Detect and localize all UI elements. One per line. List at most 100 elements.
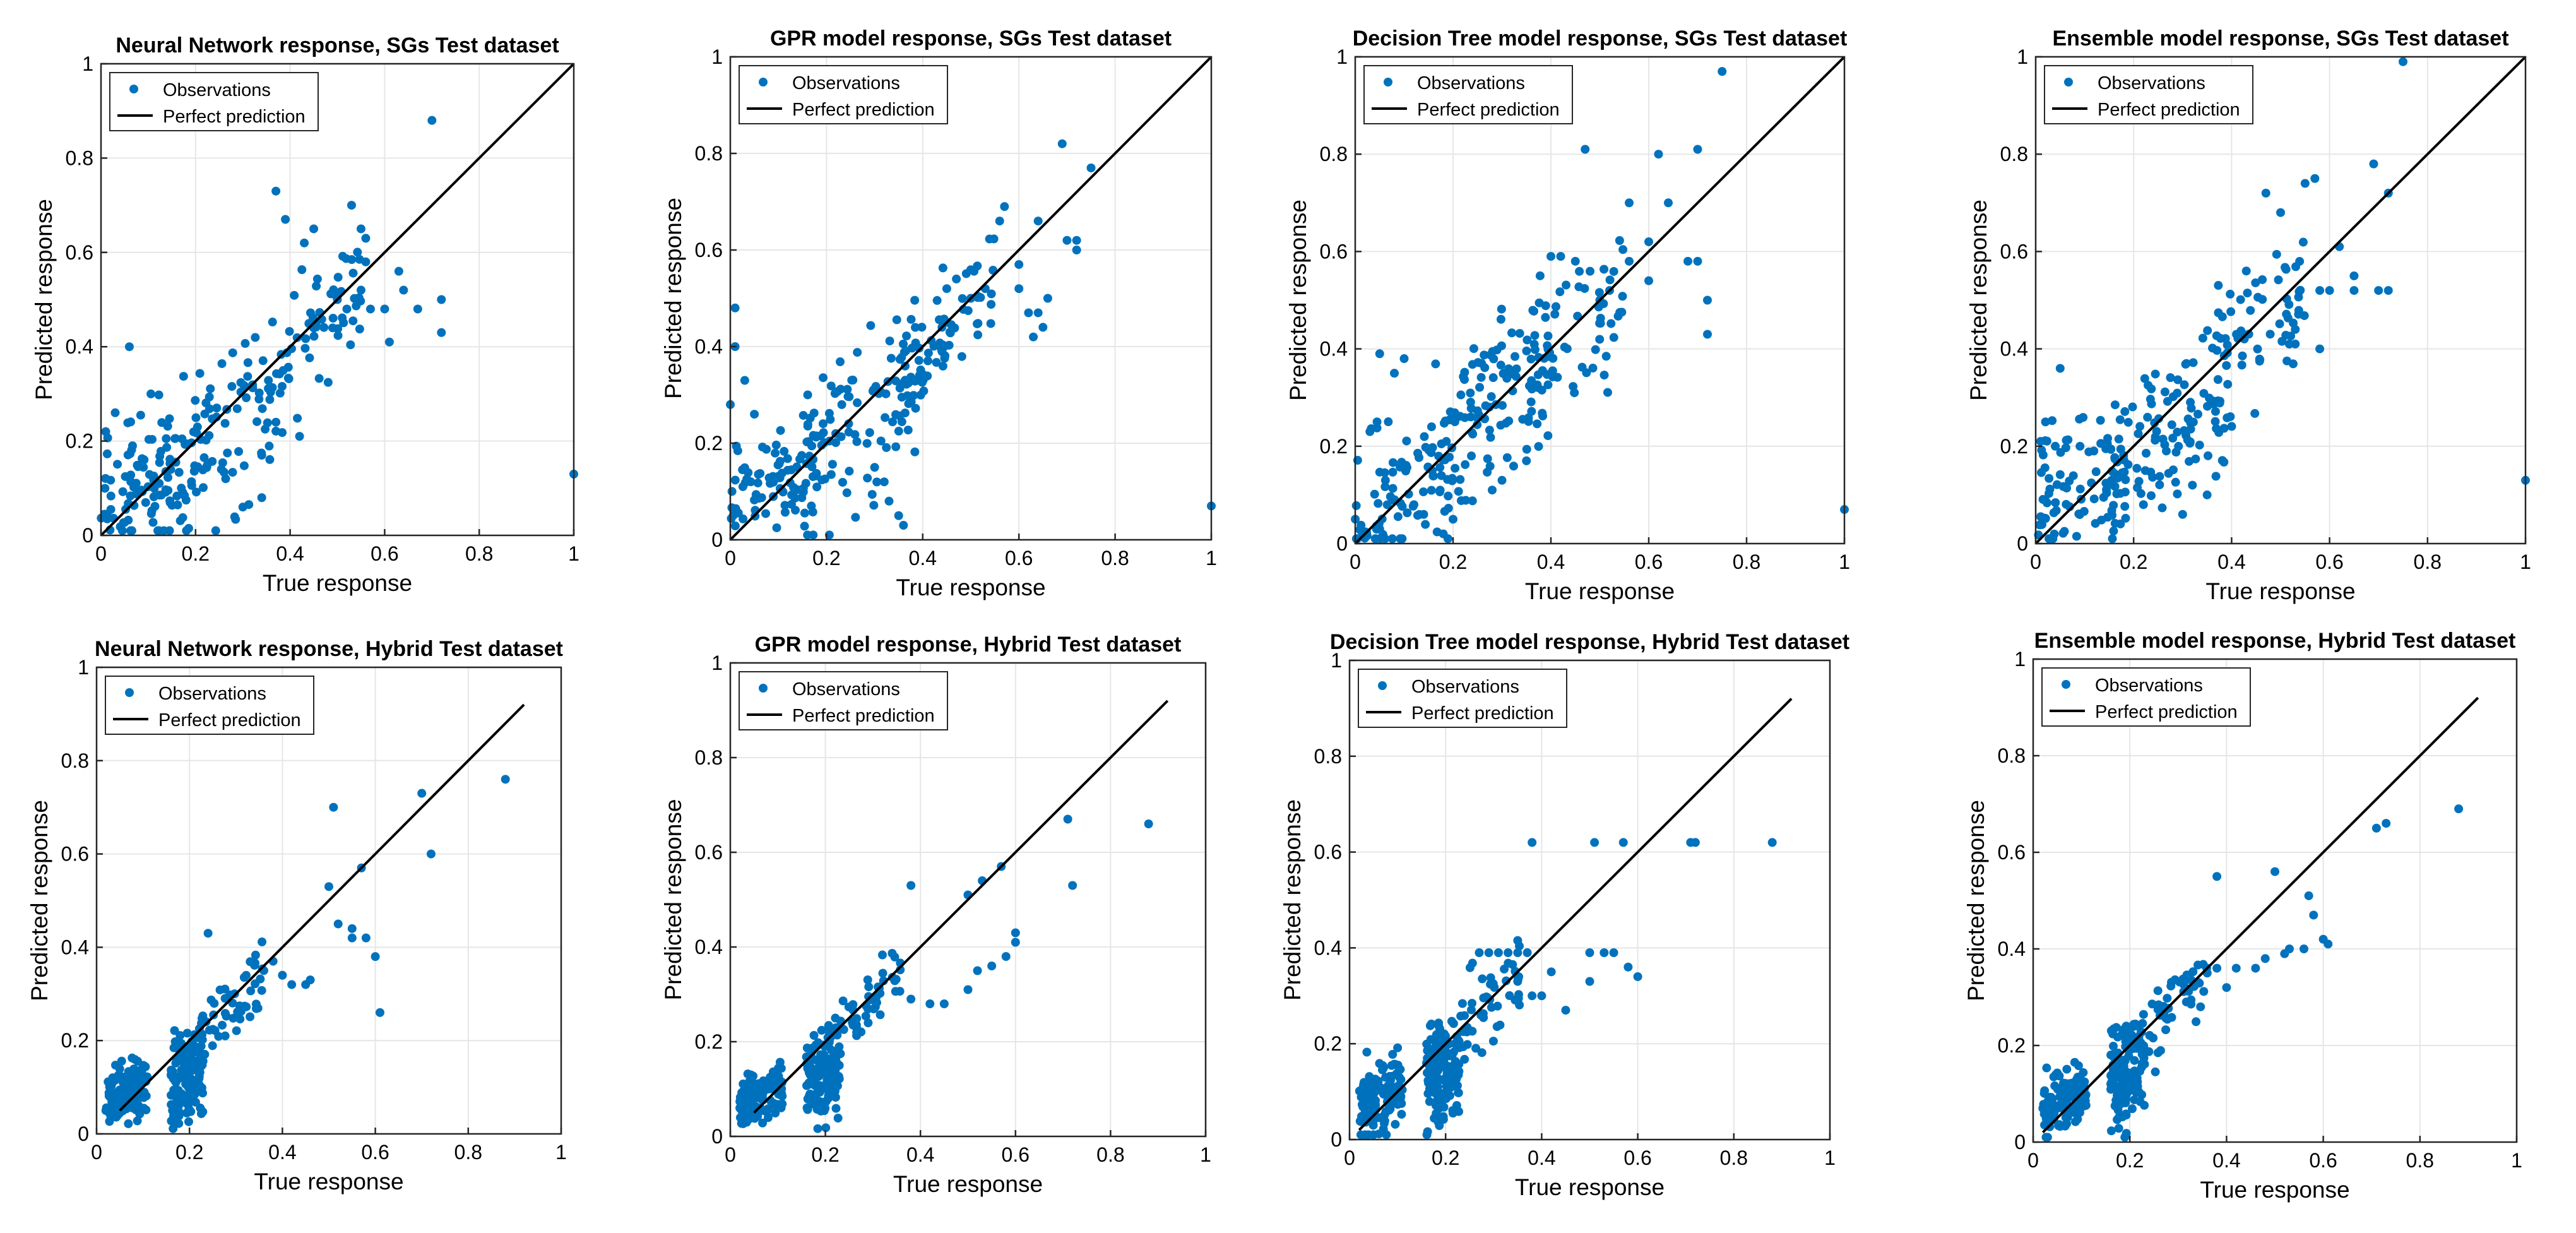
observation-point — [2042, 1063, 2051, 1073]
observation-point — [1433, 1082, 1442, 1092]
observation-point — [2227, 422, 2236, 431]
observation-point — [1514, 941, 1524, 951]
observation-point — [2222, 983, 2231, 992]
observation-point — [2173, 375, 2183, 384]
observation-point — [2180, 380, 2189, 390]
observation-point — [1529, 306, 1538, 316]
y-tick-label: 0.4 — [66, 335, 93, 358]
x-tick-label: 0.8 — [2406, 1149, 2434, 1172]
observation-point — [987, 289, 996, 299]
observation-point — [1581, 145, 1590, 154]
observation-point — [749, 1088, 758, 1097]
observation-point — [923, 356, 932, 366]
x-tick-label: 1 — [1839, 551, 1850, 573]
observation-point — [2251, 278, 2260, 287]
observation-point — [2114, 434, 2123, 444]
observation-point — [1452, 1043, 1462, 1052]
observation-point — [1693, 256, 1702, 266]
observation-point — [141, 1092, 151, 1101]
observation-point — [2274, 275, 2283, 285]
observation-point — [1633, 972, 1642, 981]
observation-point — [2122, 1109, 2131, 1119]
x-tick-label: 0 — [725, 1143, 736, 1166]
observation-point — [1468, 429, 1478, 439]
observation-point — [115, 1064, 124, 1073]
observation-point — [295, 432, 304, 441]
observation-point — [2188, 417, 2198, 427]
y-tick-label: 0.8 — [1320, 143, 1348, 165]
observation-point — [1595, 318, 1605, 328]
x-tick-label: 0.4 — [909, 547, 937, 569]
observation-point — [264, 376, 273, 385]
observation-point — [1488, 373, 1498, 383]
observation-point — [845, 467, 854, 476]
observation-point — [338, 251, 347, 261]
observation-point — [253, 1003, 263, 1013]
observation-point — [2060, 1121, 2070, 1131]
observation-point — [1526, 397, 1536, 407]
observation-point — [906, 314, 916, 324]
x-axis-label: True response — [893, 1171, 1043, 1197]
observation-point — [2155, 480, 2164, 489]
observation-point — [2191, 454, 2200, 463]
observation-point — [309, 331, 319, 341]
observation-point — [1403, 508, 1412, 518]
observation-point — [172, 1095, 182, 1104]
observation-point — [2051, 1070, 2060, 1080]
observation-point — [100, 484, 110, 493]
x-tick-label: 0.2 — [1439, 551, 1467, 573]
observation-point — [1497, 475, 1507, 485]
observation-point — [1435, 1037, 1444, 1046]
observation-point — [2325, 286, 2334, 295]
observation-point — [333, 331, 343, 340]
observation-point — [816, 1106, 826, 1116]
legend-observations-marker — [129, 85, 138, 93]
observation-point — [1033, 308, 1043, 318]
observation-point — [2246, 306, 2255, 315]
y-tick-label: 0.2 — [695, 432, 723, 455]
observation-point — [162, 434, 171, 443]
observation-point — [1551, 302, 1560, 311]
y-tick-label: 0.2 — [1998, 1034, 2026, 1057]
observation-point — [1393, 1043, 1403, 1052]
observation-point — [243, 372, 252, 381]
observation-point — [809, 1031, 819, 1040]
observation-point — [136, 410, 145, 420]
observation-point — [371, 952, 380, 962]
observation-point — [867, 490, 877, 499]
observation-point — [2276, 208, 2285, 217]
observation-point — [2374, 286, 2383, 295]
observation-point — [906, 994, 916, 1004]
x-tick-label: 0 — [1344, 1147, 1355, 1169]
observation-point — [1014, 259, 1024, 269]
y-axis-label: Predicted response — [1966, 200, 1991, 401]
observation-point — [234, 447, 244, 456]
observation-point — [201, 1017, 211, 1027]
observation-point — [877, 950, 887, 960]
scatter-plot-7: 0 0.2 0.4 0.6 0.8 1 0 0.2 0.4 0.6 0.8 1 Ensemble mod… — [1963, 629, 2522, 1203]
observation-point — [257, 451, 266, 460]
observation-point — [1456, 390, 1466, 400]
x-axis-label: True response — [1525, 578, 1675, 604]
observation-point — [891, 987, 900, 996]
observation-point — [2183, 435, 2192, 444]
observation-point — [2140, 1059, 2149, 1069]
observation-point — [1492, 345, 1502, 355]
observation-point — [300, 343, 310, 353]
observation-point — [2136, 489, 2146, 498]
x-tick-label: 0.4 — [276, 542, 304, 565]
observation-point — [1459, 375, 1469, 384]
observation-point — [2127, 1030, 2137, 1040]
observation-point — [894, 426, 903, 436]
observation-point — [1375, 524, 1384, 533]
observation-point — [2038, 450, 2048, 460]
legend-box — [2041, 667, 2251, 727]
observation-point — [1543, 431, 1553, 441]
observation-point — [1767, 838, 1777, 847]
observation-point — [910, 447, 920, 456]
legend-observations-marker — [759, 78, 768, 86]
x-tick-label: 0.6 — [2309, 1149, 2337, 1172]
x-tick-label: 0.2 — [1432, 1147, 1459, 1169]
